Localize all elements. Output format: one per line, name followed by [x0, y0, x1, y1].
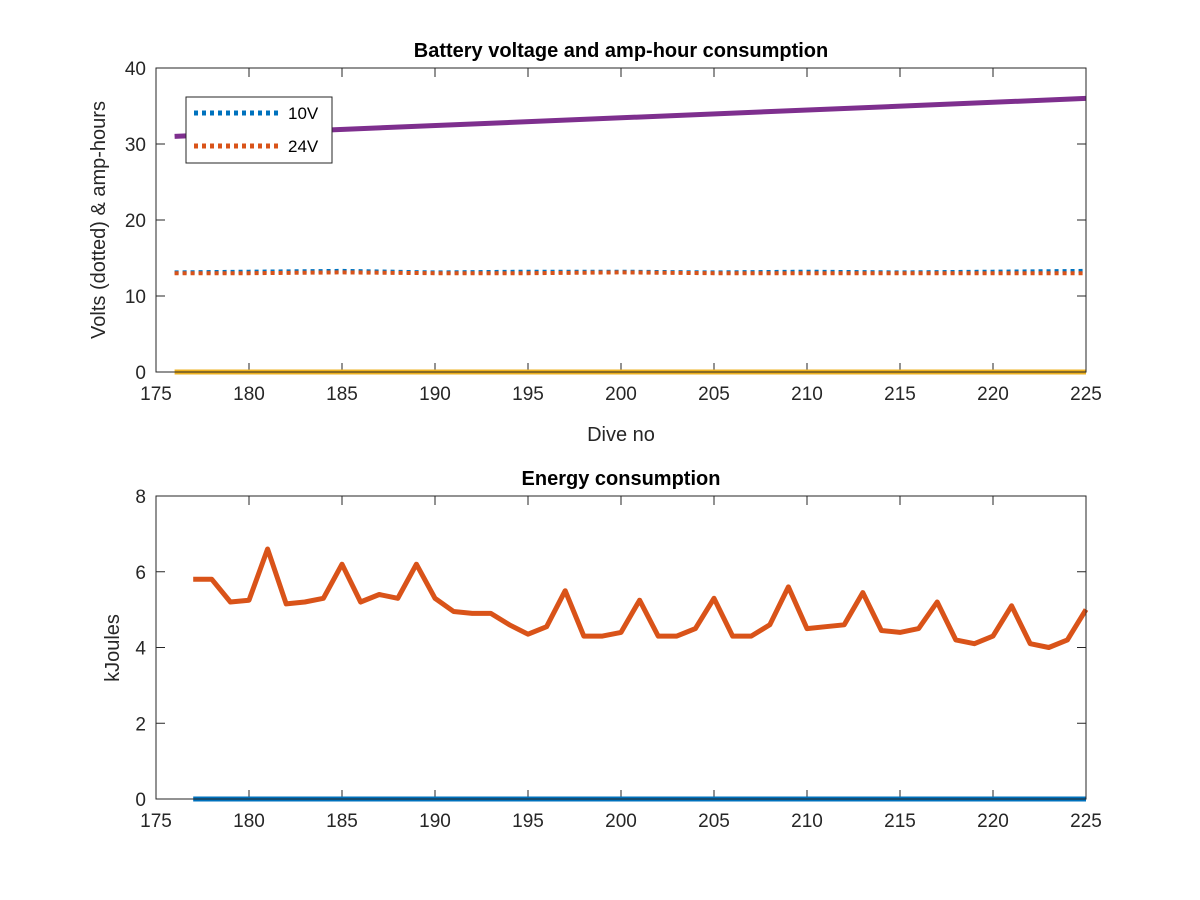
energy-x-tick-label: 205 — [698, 811, 730, 832]
energy-y-tick-label: 8 — [135, 487, 146, 508]
energy-x-tick-label: 225 — [1070, 811, 1102, 832]
energy-y-axis-label: kJoules — [102, 614, 124, 682]
energy-y-tick-label: 4 — [135, 639, 146, 660]
legend-label-24v: 24V — [288, 137, 319, 156]
voltage-y-tick-label: 30 — [125, 135, 146, 156]
voltage-y-tick-label: 10 — [125, 287, 146, 308]
voltage-x-tick-label: 215 — [884, 384, 916, 405]
voltage-x-tick-label: 225 — [1070, 384, 1102, 405]
energy-y-tick-label: 2 — [135, 714, 146, 735]
energy-x-tick-label: 185 — [326, 811, 358, 832]
voltage-chart-title: Battery voltage and amp-hour consumption — [414, 40, 828, 62]
voltage-y-tick-label: 0 — [135, 363, 146, 384]
voltage-x-tick-label: 195 — [512, 384, 544, 405]
voltage-x-tick-label: 185 — [326, 384, 358, 405]
legend-label-10v: 10V — [288, 104, 319, 123]
energy-axes-frame — [155, 495, 1087, 800]
voltage-x-tick-label: 210 — [791, 384, 823, 405]
voltage-panel: Battery voltage and amp-hour consumption… — [88, 40, 1102, 446]
voltage-axes-frame — [155, 67, 1087, 373]
energy-x-tick-label: 175 — [140, 811, 172, 832]
voltage-x-tick-label: 190 — [419, 384, 451, 405]
voltage-x-tick-label: 205 — [698, 384, 730, 405]
legend-box — [185, 96, 333, 164]
energy-axis-ticks: 175 180 185 190 195 200 205 210 215 220 225 0 2 4 6 8 — [135, 487, 1101, 832]
energy-series-line-1 — [193, 546, 1089, 650]
energy-panel: Energy consumption 175 180 185 190 195 200 205… — [102, 468, 1102, 832]
voltage-x-tick-label: 220 — [977, 384, 1009, 405]
voltage-x-axis-label: Dive no — [587, 424, 655, 446]
energy-x-tick-label: 200 — [605, 811, 637, 832]
voltage-x-tick-label: 200 — [605, 384, 637, 405]
voltage-x-tick-label: 180 — [233, 384, 265, 405]
voltage-series-line-24v — [174, 270, 1086, 276]
energy-x-tick-label: 220 — [977, 811, 1009, 832]
voltage-y-tick-label: 40 — [125, 59, 146, 80]
voltage-legend: 10V 24V — [185, 96, 333, 164]
energy-x-tick-label: 180 — [233, 811, 265, 832]
energy-y-tick-label: 0 — [135, 790, 146, 811]
voltage-axis-ticks: 175 180 185 190 195 200 205 210 215 220 225 0 10 20 30… — [125, 59, 1102, 405]
voltage-y-axis-label: Volts (dotted) & amp-hours — [88, 101, 110, 339]
energy-y-tick-label: 6 — [135, 563, 146, 584]
energy-chart-title: Energy consumption — [522, 468, 721, 490]
energy-x-tick-label: 215 — [884, 811, 916, 832]
energy-x-tick-label: 210 — [791, 811, 823, 832]
energy-x-tick-label: 195 — [512, 811, 544, 832]
energy-x-tick-label: 190 — [419, 811, 451, 832]
voltage-y-tick-label: 20 — [125, 211, 146, 232]
voltage-x-tick-label: 175 — [140, 384, 172, 405]
